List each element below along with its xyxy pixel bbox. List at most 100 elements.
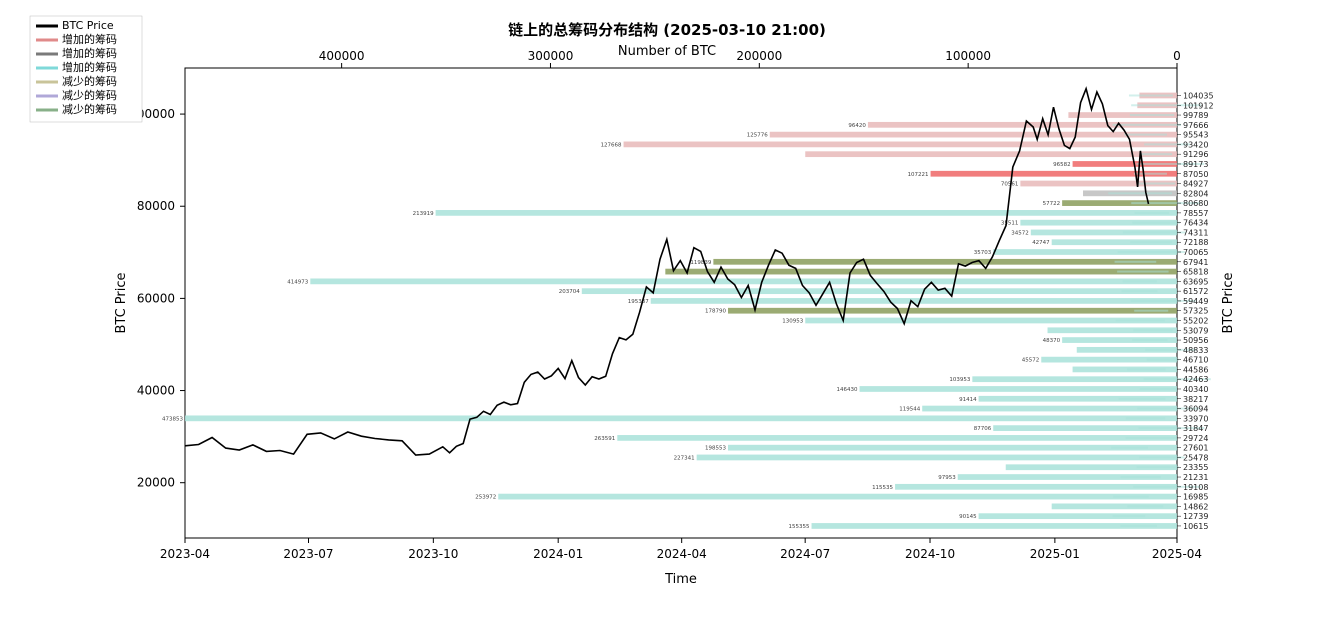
- legend-item: 减少的筹码: [62, 74, 117, 88]
- svg-text:127668: 127668: [601, 142, 622, 148]
- y-tick-right: 46710: [1183, 356, 1208, 365]
- svg-text:263591: 263591: [594, 436, 615, 442]
- top-tick: 0: [1173, 49, 1181, 63]
- top-tick: 300000: [528, 49, 574, 63]
- x-tick: 2023-04: [160, 547, 210, 561]
- svg-text:34572: 34572: [1011, 230, 1029, 236]
- legend-item: 减少的筹码: [62, 88, 117, 102]
- y-tick-right: 14862: [1183, 502, 1208, 511]
- y-tick-left: 60000: [137, 291, 175, 305]
- y-tick-left: 20000: [137, 476, 175, 490]
- y-tick-right: 63695: [1183, 277, 1208, 286]
- y-tick-right: 70065: [1183, 248, 1208, 257]
- y-tick-right: 78557: [1183, 209, 1208, 218]
- y-axis-label-right: BTC Price: [1221, 272, 1236, 333]
- svg-text:119839: 119839: [690, 260, 711, 266]
- legend-item: 增加的筹码: [62, 32, 117, 46]
- y-tick-right: 61572: [1183, 287, 1208, 296]
- chart-title: 链上的总筹码分布结构 (2025-03-10 21:00): [508, 21, 826, 39]
- y-tick-right: 40340: [1183, 385, 1208, 394]
- svg-text:195337: 195337: [628, 299, 649, 305]
- top-tick: 400000: [319, 49, 365, 63]
- y-tick-right: 36094: [1183, 405, 1208, 414]
- y-tick-left: 80000: [137, 199, 175, 213]
- x-tick: 2024-04: [657, 547, 707, 561]
- y-tick-right: 42463: [1183, 375, 1208, 384]
- x-tick: 2024-10: [905, 547, 955, 561]
- svg-text:35511: 35511: [1001, 221, 1019, 227]
- x-tick: 2024-01: [533, 547, 583, 561]
- y-tick-right: 72188: [1183, 238, 1208, 247]
- svg-text:414973: 414973: [287, 279, 308, 285]
- svg-text:91414: 91414: [959, 397, 977, 403]
- top-tick: 200000: [736, 49, 782, 63]
- y-tick-right: 101912: [1183, 101, 1214, 110]
- y-tick-right: 87050: [1183, 170, 1208, 179]
- x-tick: 2023-10: [408, 547, 458, 561]
- svg-text:96420: 96420: [848, 123, 866, 129]
- y-tick-right: 82804: [1183, 189, 1208, 198]
- y-tick-right: 25478: [1183, 453, 1208, 462]
- y-tick-right: 27601: [1183, 444, 1208, 453]
- y-tick-right: 57325: [1183, 307, 1208, 316]
- y-tick-right: 55202: [1183, 317, 1208, 326]
- svg-text:119544: 119544: [899, 407, 920, 413]
- svg-text:473853: 473853: [162, 416, 183, 422]
- svg-text:198553: 198553: [705, 446, 726, 452]
- y-tick-right: 76434: [1183, 219, 1208, 228]
- top-axis-label: Number of BTC: [618, 44, 716, 59]
- svg-text:203704: 203704: [559, 289, 580, 295]
- x-tick: 2024-07: [780, 547, 830, 561]
- y-tick-right: 65818: [1183, 268, 1208, 277]
- y-tick-right: 93420: [1183, 140, 1208, 149]
- svg-text:125776: 125776: [747, 133, 768, 139]
- svg-text:227341: 227341: [674, 455, 695, 461]
- x-tick: 2025-01: [1030, 547, 1080, 561]
- svg-text:42747: 42747: [1032, 240, 1050, 246]
- y-tick-right: 19108: [1183, 483, 1208, 492]
- y-tick-right: 44586: [1183, 365, 1208, 374]
- x-axis-label: Time: [664, 572, 697, 587]
- svg-text:57722: 57722: [1043, 201, 1061, 207]
- y-tick-right: 74311: [1183, 228, 1208, 237]
- y-tick-right: 31847: [1183, 424, 1208, 433]
- top-tick: 100000: [945, 49, 991, 63]
- y-tick-right: 91296: [1183, 150, 1208, 159]
- y-tick-right: 29724: [1183, 434, 1208, 443]
- svg-text:146430: 146430: [837, 387, 858, 393]
- legend-item: 增加的筹码: [62, 60, 117, 74]
- svg-text:87706: 87706: [974, 426, 992, 432]
- btc-distribution-chart: 链上的总筹码分布结构 (2025-03-10 21:00) Number of B…: [0, 0, 1334, 622]
- y-tick-right: 95543: [1183, 131, 1208, 140]
- svg-text:97953: 97953: [938, 475, 956, 481]
- x-tick: 2023-07: [283, 547, 333, 561]
- y-tick-right: 99789: [1183, 111, 1208, 120]
- y-tick-right: 38217: [1183, 395, 1208, 404]
- y-tick-right: 89173: [1183, 160, 1208, 169]
- svg-text:70561: 70561: [1001, 182, 1019, 188]
- y-tick-right: 97666: [1183, 121, 1208, 130]
- legend-item: 减少的筹码: [62, 102, 117, 116]
- y-tick-right: 59449: [1183, 297, 1208, 306]
- svg-text:107221: 107221: [908, 172, 929, 178]
- svg-text:48370: 48370: [1043, 338, 1061, 344]
- svg-text:103953: 103953: [949, 377, 970, 383]
- svg-text:130953: 130953: [782, 319, 803, 325]
- y-tick-right: 53079: [1183, 326, 1208, 335]
- y-axis-label-left: BTC Price: [114, 272, 129, 333]
- y-tick-right: 12739: [1183, 512, 1208, 521]
- svg-text:178790: 178790: [705, 309, 726, 315]
- y-tick-left: 40000: [137, 384, 175, 398]
- svg-text:45572: 45572: [1022, 358, 1040, 364]
- y-tick-right: 80680: [1183, 199, 1208, 208]
- legend: BTC Price增加的筹码增加的筹码增加的筹码减少的筹码减少的筹码减少的筹码: [30, 16, 142, 122]
- x-tick: 2025-04: [1152, 547, 1202, 561]
- svg-text:155355: 155355: [789, 524, 810, 530]
- y-tick-right: 10615: [1183, 522, 1208, 531]
- y-tick-right: 67941: [1183, 258, 1208, 267]
- legend-item: BTC Price: [62, 19, 114, 32]
- y-tick-right: 16985: [1183, 493, 1208, 502]
- svg-text:115535: 115535: [872, 485, 893, 491]
- y-tick-right: 84927: [1183, 180, 1208, 189]
- y-tick-right: 48833: [1183, 346, 1208, 355]
